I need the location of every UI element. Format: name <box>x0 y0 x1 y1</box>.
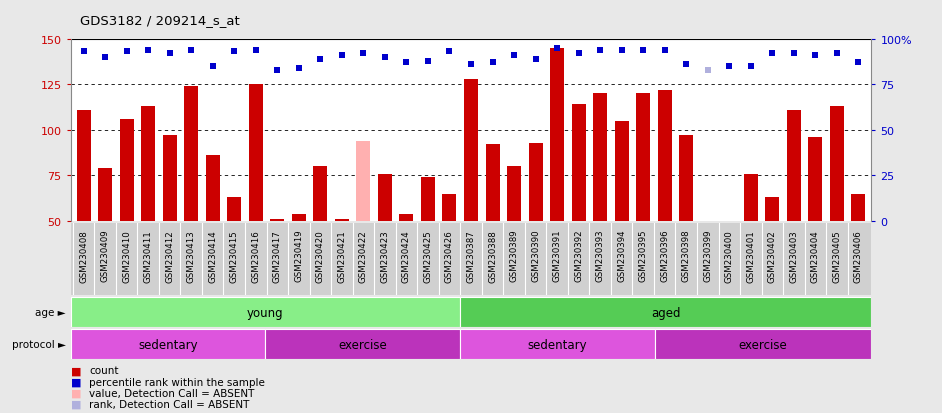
Bar <box>723 221 737 272</box>
Text: GSM230404: GSM230404 <box>811 229 820 282</box>
Text: GSM230406: GSM230406 <box>854 229 863 282</box>
Bar <box>550 49 564 221</box>
Text: GSM230423: GSM230423 <box>381 229 389 282</box>
Bar <box>356 141 370 221</box>
Bar <box>399 214 414 221</box>
Text: ■: ■ <box>71 388 81 398</box>
Bar <box>185 87 198 221</box>
Bar <box>71 298 461 328</box>
Text: GSM230410: GSM230410 <box>122 229 131 282</box>
Text: GSM230403: GSM230403 <box>789 229 799 282</box>
Text: GSM230413: GSM230413 <box>187 229 196 282</box>
Bar <box>334 220 349 221</box>
Text: protocol ►: protocol ► <box>12 339 66 349</box>
Text: GSM230405: GSM230405 <box>833 229 841 282</box>
Text: GSM230393: GSM230393 <box>595 229 605 282</box>
Bar <box>120 120 134 221</box>
Text: young: young <box>247 306 284 319</box>
Text: sedentary: sedentary <box>138 338 198 351</box>
Text: GSM230391: GSM230391 <box>553 229 561 282</box>
Bar <box>76 111 90 221</box>
Bar <box>266 330 461 359</box>
Bar <box>421 178 435 221</box>
Text: GSM230389: GSM230389 <box>510 229 518 282</box>
Text: aged: aged <box>651 306 680 319</box>
Text: ■: ■ <box>71 366 81 375</box>
Text: GSM230395: GSM230395 <box>639 229 648 282</box>
Bar <box>765 198 779 221</box>
Text: ■: ■ <box>71 377 81 387</box>
Text: GSM230416: GSM230416 <box>252 229 260 282</box>
Bar <box>615 121 628 221</box>
Bar <box>507 167 521 221</box>
Text: GSM230387: GSM230387 <box>466 229 476 282</box>
Text: GSM230399: GSM230399 <box>704 229 712 282</box>
Text: GSM230420: GSM230420 <box>316 229 325 282</box>
Text: GSM230422: GSM230422 <box>359 229 368 282</box>
Text: age ►: age ► <box>35 308 66 318</box>
Bar <box>485 145 499 221</box>
Bar <box>787 111 801 221</box>
Text: GSM230412: GSM230412 <box>165 229 174 282</box>
Bar <box>658 90 672 221</box>
Bar <box>572 105 586 221</box>
Text: GSM230398: GSM230398 <box>682 229 690 282</box>
Text: value, Detection Call = ABSENT: value, Detection Call = ABSENT <box>89 388 255 398</box>
Bar <box>528 143 543 221</box>
Text: ■: ■ <box>71 399 81 409</box>
Text: GSM230400: GSM230400 <box>724 229 734 282</box>
Bar <box>744 174 757 221</box>
Bar <box>71 330 266 359</box>
Bar <box>808 138 822 221</box>
Bar <box>270 220 284 221</box>
Bar <box>292 214 306 221</box>
Text: exercise: exercise <box>739 338 788 351</box>
Text: count: count <box>89 366 119 375</box>
Text: GSM230411: GSM230411 <box>143 229 153 282</box>
Bar <box>464 80 478 221</box>
Bar <box>830 107 844 221</box>
Text: rank, Detection Call = ABSENT: rank, Detection Call = ABSENT <box>89 399 250 409</box>
Text: exercise: exercise <box>338 338 387 351</box>
Text: GSM230392: GSM230392 <box>574 229 583 282</box>
Bar <box>636 94 650 221</box>
Text: GSM230396: GSM230396 <box>660 229 669 282</box>
Bar <box>205 156 219 221</box>
Bar <box>461 298 871 328</box>
Text: GDS3182 / 209214_s_at: GDS3182 / 209214_s_at <box>80 14 240 27</box>
Bar <box>141 107 155 221</box>
Bar <box>163 136 177 221</box>
Text: GSM230402: GSM230402 <box>768 229 777 282</box>
Bar <box>852 194 866 221</box>
Text: GSM230424: GSM230424 <box>402 229 411 282</box>
Text: GSM230421: GSM230421 <box>337 229 347 282</box>
Bar <box>227 198 241 221</box>
Text: GSM230409: GSM230409 <box>101 229 109 282</box>
Text: percentile rank within the sample: percentile rank within the sample <box>89 377 266 387</box>
Bar <box>593 94 608 221</box>
Text: GSM230414: GSM230414 <box>208 229 218 282</box>
Bar <box>655 330 871 359</box>
Text: GSM230390: GSM230390 <box>531 229 540 282</box>
Bar <box>679 136 693 221</box>
Text: GSM230426: GSM230426 <box>445 229 454 282</box>
Bar <box>98 169 112 221</box>
Bar <box>249 85 263 221</box>
Bar <box>701 221 715 249</box>
Text: GSM230417: GSM230417 <box>273 229 282 282</box>
Bar <box>443 194 457 221</box>
Text: GSM230408: GSM230408 <box>79 229 88 282</box>
Bar <box>461 330 655 359</box>
Text: GSM230419: GSM230419 <box>294 229 303 282</box>
Text: GSM230388: GSM230388 <box>488 229 497 282</box>
Text: GSM230401: GSM230401 <box>746 229 755 282</box>
Text: GSM230394: GSM230394 <box>617 229 626 282</box>
Text: GSM230415: GSM230415 <box>230 229 238 282</box>
Bar <box>378 174 392 221</box>
Bar <box>314 167 327 221</box>
Text: sedentary: sedentary <box>528 338 588 351</box>
Text: GSM230425: GSM230425 <box>424 229 432 282</box>
